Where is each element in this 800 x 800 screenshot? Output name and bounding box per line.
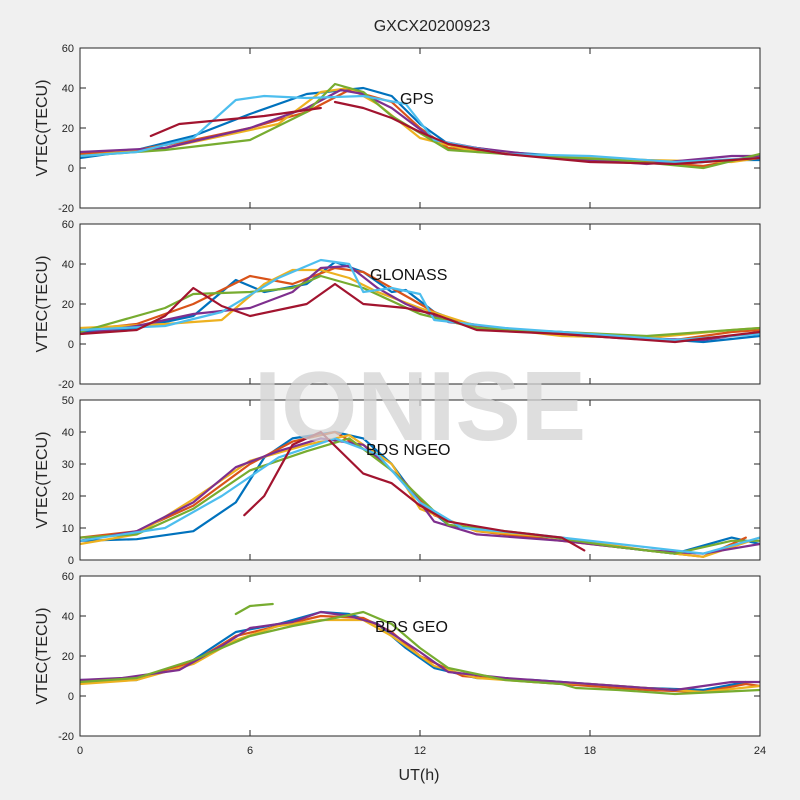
- series-group: [80, 430, 760, 558]
- series-line-6: [234, 602, 274, 616]
- y-tick-label: 40: [62, 427, 74, 439]
- series-line-5: [80, 82, 760, 170]
- y-tick-label: 0: [68, 163, 74, 175]
- x-tick-label: 24: [754, 745, 766, 757]
- series-line-7: [80, 282, 760, 344]
- y-tick-label: 60: [62, 571, 74, 583]
- y-tick-label: 50: [62, 395, 74, 407]
- series-line-5: [80, 274, 760, 338]
- y-tick-label: -20: [58, 379, 74, 391]
- y-tick-label: 0: [68, 339, 74, 351]
- y-tick-label: 40: [62, 611, 74, 623]
- x-tick-label: 18: [584, 745, 596, 757]
- subplot-3: 0 10 20 30 40 50 VTEC(TECU) BDS NGEO: [34, 395, 761, 567]
- y-tick-label: 40: [62, 259, 74, 271]
- constellation-label: BDS NGEO: [366, 442, 450, 459]
- x-tick-label: 0: [77, 745, 83, 757]
- y-tick-label: 20: [62, 491, 74, 503]
- y-tick-label: 20: [62, 651, 74, 663]
- series-line-6: [80, 94, 760, 164]
- y-axis-label: VTEC(TECU): [34, 432, 51, 529]
- y-tick-label: -20: [58, 731, 74, 743]
- series-group: [80, 602, 760, 696]
- constellation-label: BDS GEO: [375, 619, 448, 636]
- y-tick-label: -20: [58, 203, 74, 215]
- y-tick-label: 10: [62, 523, 74, 535]
- series-line-7: [243, 430, 586, 552]
- figure-title: GXCX20200923: [374, 18, 491, 35]
- subplot-2: -20 0 20 40 60 VTEC(TECU) GLONASS: [34, 219, 761, 391]
- series-group: [80, 82, 760, 170]
- y-tick-label: 30: [62, 459, 74, 471]
- x-axis-label: UT(h): [399, 767, 440, 784]
- y-tick-label: 60: [62, 43, 74, 55]
- y-tick-label: 60: [62, 219, 74, 231]
- series-line-7: [149, 106, 322, 138]
- y-tick-label: 20: [62, 123, 74, 135]
- x-tick-label: 6: [247, 745, 253, 757]
- y-axis-label: VTEC(TECU): [34, 608, 51, 705]
- series-group: [80, 258, 760, 344]
- plot-area: [80, 400, 760, 560]
- y-tick-label: 0: [68, 691, 74, 703]
- constellation-label: GLONASS: [370, 267, 447, 284]
- series-line-5: [80, 610, 760, 696]
- y-tick-label: 40: [62, 83, 74, 95]
- subplot-1: -20 0 20 40 60 VTEC(TECU) GPS: [34, 43, 761, 215]
- y-axis-label: VTEC(TECU): [34, 80, 51, 177]
- constellation-label: GPS: [400, 91, 434, 108]
- x-tick-label: 12: [414, 745, 426, 757]
- y-tick-label: 0: [68, 555, 74, 567]
- series-line-6: [80, 258, 760, 342]
- series-line-8: [333, 100, 760, 166]
- y-tick-label: 20: [62, 299, 74, 311]
- watermark: IONISE: [254, 351, 586, 461]
- series-line-6: [80, 437, 760, 555]
- y-axis-label: VTEC(TECU): [34, 256, 51, 353]
